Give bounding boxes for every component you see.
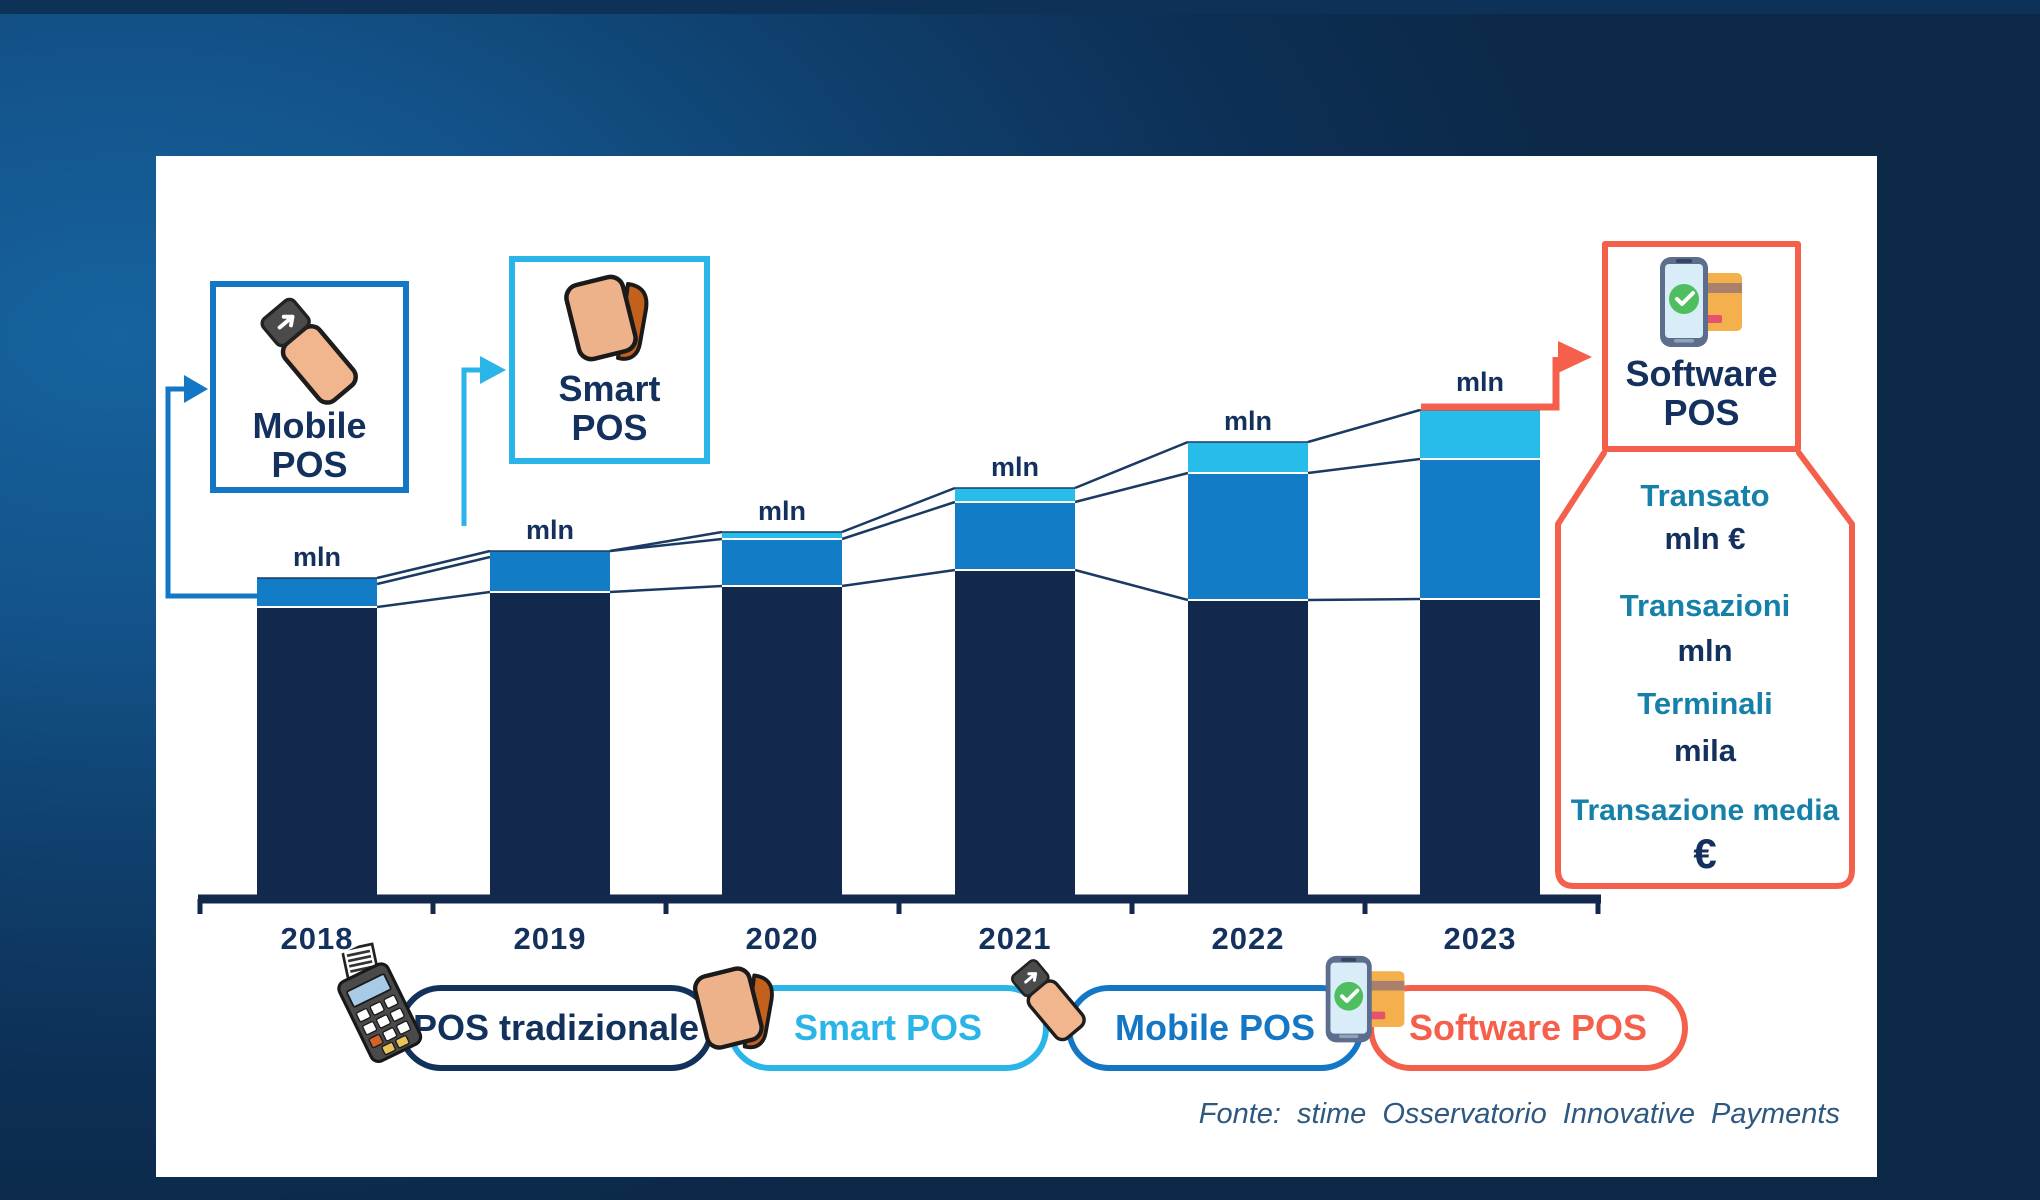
bar-2018-pos-tradizionale [257,607,377,896]
mobile-pos-terminal-icon [1006,956,1090,1045]
bar-2020-smart-pos [722,532,842,539]
source-note: Fonte: stime Osservatorio Innovative Pay… [1198,1098,1840,1130]
legend-label-smart-pos: Smart POS [793,1007,983,1048]
smart-pos-callout: Smart POS [509,256,710,464]
connector-navy-top [609,584,723,594]
connector-top [376,549,491,580]
bar-2019-pos-tradizionale [490,592,610,896]
mobile-pos-icon [250,295,370,407]
connector-blue-top [1307,457,1421,475]
connector-blue-top [841,500,956,541]
software-pos-arrow [1421,341,1592,411]
metric-terminali-value: mila [1673,733,1737,768]
metric-transazioni-value: mln [1677,633,1733,668]
mobile-pos-arrow [165,375,257,599]
connector-blue-top [609,537,723,553]
mobile-pos-callout-label: Mobile POS [252,405,367,485]
mobile-pos-callout: Mobile POS [210,281,409,493]
legend-pill-smart-pos: Smart POS [727,985,1049,1071]
bar-2021-smart-pos [955,488,1075,502]
connector-top [841,486,956,534]
legend-pill-pos-tradizionale: POS tradizionale [398,985,714,1071]
bar-2022-smart-pos [1188,442,1308,473]
software-pos-panel-outline [1555,450,1855,889]
bar-2023-smart-pos [1420,410,1540,459]
connector-top-double [376,555,491,586]
connector-navy-top [376,590,491,609]
bar-2018-mobile-pos [257,578,377,607]
software-pos-phone-icon [1323,953,1407,1045]
legend-label-mobile-pos: Mobile POS [1114,1007,1316,1048]
legend-pill-mobile-pos: Mobile POS [1066,985,1364,1071]
metric-terminali-label: Terminali [1637,686,1773,721]
bar-2021-pos-tradizionale [955,570,1075,896]
bar-2020-mobile-pos [722,539,842,586]
connector-navy-top [1307,597,1421,602]
software-pos-icon [1657,255,1744,349]
smart-pos-terminal-icon [684,962,790,1058]
legend-label-pos-tradizionale: POS tradizionale [412,1007,700,1048]
bar-2021-mobile-pos [955,502,1075,570]
metric-transazioni-label: Transazioni [1619,588,1791,623]
bar-2023-mobile-pos [1420,459,1540,599]
metric-transato-label: Transato [1640,478,1770,513]
metric-transato-value: mln € [1664,521,1746,556]
connector-navy-top [841,568,956,588]
connector-navy-top [1074,568,1189,602]
legend-pill-software-pos: Software POS [1368,985,1688,1071]
legend-label-software-pos: Software POS [1408,1007,1648,1048]
metric-transazione-media-label: Transazione media [1570,794,1840,827]
bar-2020-pos-tradizionale [722,586,842,896]
bar-2022-mobile-pos [1188,473,1308,600]
smart-pos-callout-label: Smart POS [558,368,661,448]
bar-2022-pos-tradizionale [1188,600,1308,896]
connector-top [1074,440,1189,490]
smart-pos-icon [558,270,662,370]
bar-2019-mobile-pos [490,551,610,592]
software-pos-callout-label: Software POS [1625,353,1778,433]
connector-top [1307,408,1421,444]
bar-2023-pos-tradizionale [1420,599,1540,896]
metric-transazione-media-value: € [1693,830,1717,877]
connector-blue-top [1074,471,1189,504]
smart-pos-arrow [461,356,506,526]
software-pos-callout: Software POS [1602,241,1801,452]
